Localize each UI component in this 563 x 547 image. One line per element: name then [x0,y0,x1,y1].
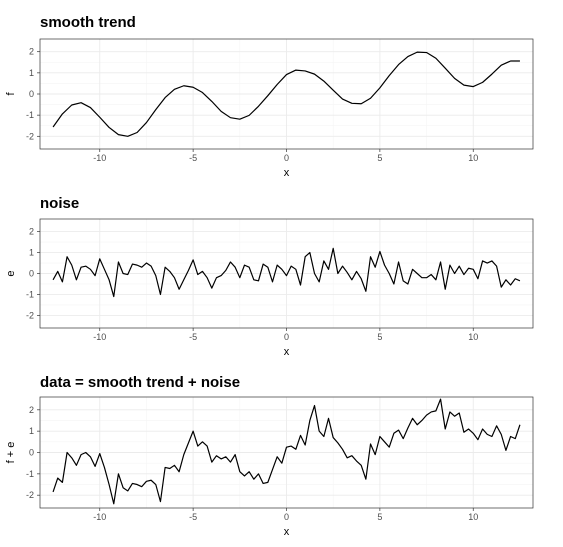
x-axis: -10 -5 0 5 10 [93,508,478,522]
y-tick-label: 0 [29,448,34,458]
x-axis: -10 -5 0 5 10 [93,149,478,163]
y-tick-label: 0 [29,269,34,279]
y-tick-label: 2 [29,227,34,237]
grid [40,39,533,149]
x-tick-label: -5 [189,512,197,522]
x-tick-label: 5 [377,153,382,163]
y-tick-label: 2 [29,47,34,57]
y-axis: -2 -1 0 1 2 [26,47,40,142]
chart-title: noise [40,195,79,212]
x-tick-label: -10 [93,512,106,522]
y-axis-label: f [5,92,17,96]
x-tick-label: 0 [284,332,289,342]
y-tick-label: -1 [26,289,34,299]
y-axis: -2 -1 0 1 2 [26,227,40,321]
grid [40,219,533,328]
y-axis-label: e [5,270,17,276]
x-axis-label: x [284,167,290,179]
x-axis-label: x [284,526,290,538]
chart-title: data = smooth trend + noise [40,374,240,391]
y-axis: -2 -1 0 1 2 [26,405,40,500]
y-tick-label: -1 [26,110,34,120]
y-tick-label: 0 [29,89,34,99]
x-axis: -10 -5 0 5 10 [93,328,478,342]
y-tick-label: -2 [26,310,34,320]
x-tick-label: -5 [189,332,197,342]
y-tick-label: 1 [29,248,34,258]
x-tick-label: 0 [284,512,289,522]
y-tick-label: -2 [26,131,34,141]
y-tick-label: 1 [29,68,34,78]
x-tick-label: 0 [284,153,289,163]
x-tick-label: -5 [189,153,197,163]
x-tick-label: 10 [468,512,478,522]
y-tick-label: 2 [29,405,34,415]
y-axis-label: f + e [5,442,17,464]
chart-title: smooth trend [40,14,136,31]
x-tick-label: 5 [377,512,382,522]
y-tick-label: 1 [29,426,34,436]
panel-data: data = smooth trend + noise -10 -5 0 5 10 -2… [5,374,533,538]
y-tick-label: -1 [26,469,34,479]
x-axis-label: x [284,346,290,358]
y-tick-label: -2 [26,490,34,500]
x-tick-label: 5 [377,332,382,342]
x-tick-label: 10 [468,153,478,163]
x-tick-label: -10 [93,332,106,342]
x-tick-label: 10 [468,332,478,342]
x-tick-label: -10 [93,153,106,163]
